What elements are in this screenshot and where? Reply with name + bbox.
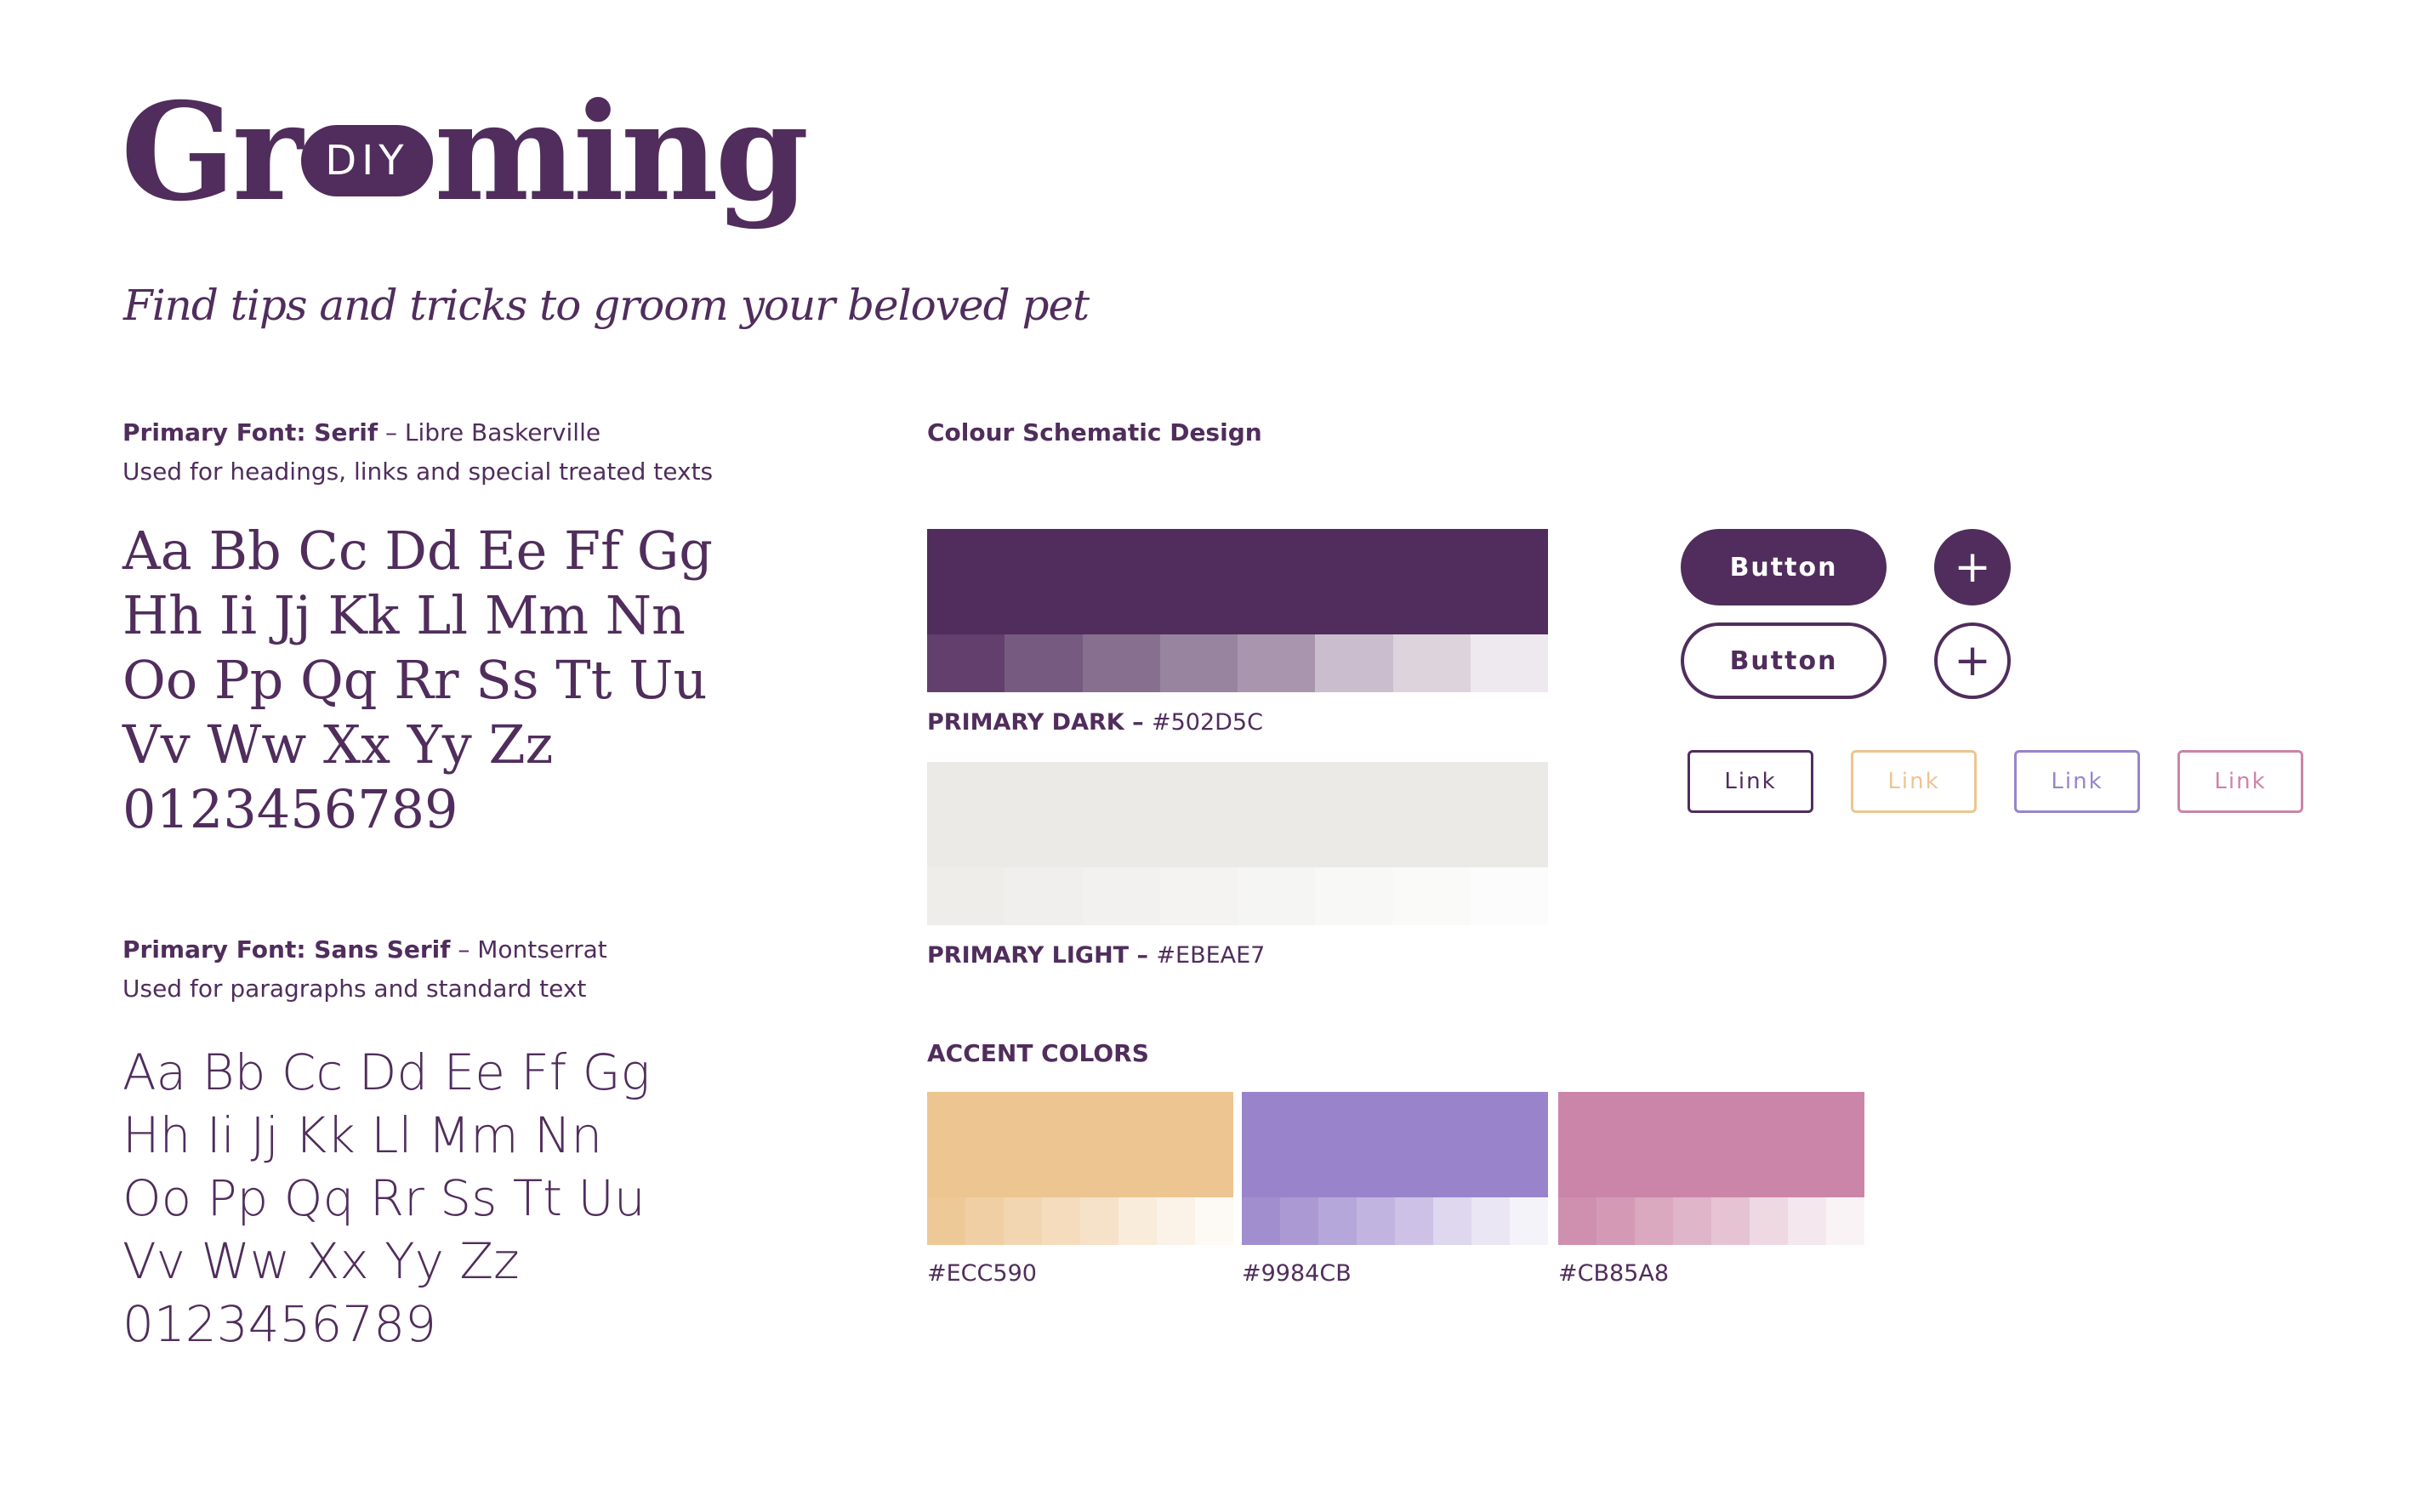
tint-swatch	[927, 867, 1005, 925]
tint-swatch	[1470, 867, 1548, 925]
serif-specimen-line: Vv Ww Xx Yy Zz	[122, 713, 554, 776]
sans-font-title-name: – Montserrat	[450, 935, 607, 963]
tint-swatch	[1280, 1197, 1318, 1245]
tint-swatch	[1510, 1197, 1548, 1245]
primary-light-hex: #EBEAE7	[1156, 942, 1266, 969]
sans-font-title-bold: Primary Font: Sans Serif	[122, 935, 451, 963]
tint-swatch	[1005, 867, 1083, 925]
primary-button[interactable]: Button	[1681, 529, 1887, 605]
tint-swatch	[1470, 634, 1548, 692]
accent-swatch-purple	[1242, 1092, 1548, 1197]
serif-specimen: Aa Bb Cc Dd Ee Ff Gg Hh Ii Jj Kk Ll Mm N…	[122, 519, 713, 842]
link-button-dark[interactable]: Link	[1688, 750, 1813, 813]
sans-specimen-line: Vv Ww Xx Yy Zz	[122, 1232, 520, 1290]
tint-swatch	[1082, 867, 1160, 925]
serif-font-title-bold: Primary Font: Serif	[122, 418, 378, 446]
tint-swatch	[1558, 1197, 1596, 1245]
accent-hex-gold: #ECC590	[927, 1260, 1037, 1287]
primary-light-label: PRIMARY LIGHT – #EBEAE7	[927, 942, 1265, 969]
tint-swatch	[1711, 1197, 1750, 1245]
tint-swatch	[1005, 634, 1083, 692]
serif-font-title-name: – Libre Baskerville	[378, 418, 601, 446]
logo: Gr DIY ming	[121, 74, 809, 231]
add-button-outline[interactable]: +	[1934, 622, 2011, 699]
plus-icon: +	[1954, 542, 1991, 593]
accent-swatch-pink	[1558, 1092, 1864, 1197]
tint-swatch	[1159, 634, 1238, 692]
tint-swatch	[1315, 634, 1393, 692]
tint-swatch	[1159, 867, 1238, 925]
sans-specimen: Aa Bb Cc Dd Ee Ff Gg Hh Ii Jj Kk Ll Mm N…	[122, 1041, 650, 1356]
accent-colors-title: ACCENT COLORS	[927, 1039, 1149, 1067]
tint-swatch	[965, 1197, 1004, 1245]
tint-swatch	[1082, 634, 1160, 692]
primary-dark-tints	[927, 634, 1548, 692]
link-button-gold[interactable]: Link	[1851, 750, 1977, 813]
tint-swatch	[1433, 1197, 1471, 1245]
sans-specimen-line: Hh Ii Jj Kk Ll Mm Nn	[122, 1106, 603, 1164]
primary-light-tints	[927, 867, 1548, 925]
logo-text-end: ming	[434, 74, 810, 231]
accent-tints-pink	[1558, 1197, 1864, 1245]
serif-specimen-line: Aa Bb Cc Dd Ee Ff Gg	[122, 520, 713, 582]
tint-swatch	[1157, 1197, 1195, 1245]
primary-dark-hex: #502D5C	[1151, 709, 1263, 736]
accent-hex-pink: #CB85A8	[1558, 1260, 1670, 1287]
tint-swatch	[1673, 1197, 1711, 1245]
add-button-solid[interactable]: +	[1934, 529, 2011, 605]
tint-swatch	[927, 1197, 965, 1245]
tint-swatch	[1357, 1197, 1395, 1245]
colour-section-title: Colour Schematic Design	[927, 418, 1262, 446]
sans-font-description: Used for paragraphs and standard text	[122, 975, 587, 1003]
sans-specimen-line: Oo Pp Qq Rr Ss Tt Uu	[122, 1169, 646, 1227]
link-button-purple[interactable]: Link	[2014, 750, 2140, 813]
tint-swatch	[1118, 1197, 1157, 1245]
accent-tints-gold	[927, 1197, 1233, 1245]
secondary-button[interactable]: Button	[1681, 622, 1887, 699]
plus-icon: +	[1954, 635, 1991, 686]
serif-font-title: Primary Font: Serif – Libre Baskerville	[122, 418, 600, 446]
tint-swatch	[1195, 1197, 1233, 1245]
tint-swatch	[1392, 634, 1471, 692]
accent-tints-purple	[1242, 1197, 1548, 1245]
link-button-pink[interactable]: Link	[2177, 750, 2303, 813]
tint-swatch	[1318, 1197, 1357, 1245]
tint-swatch	[1750, 1197, 1788, 1245]
logo-diy-pill: DIY	[301, 125, 433, 196]
primary-dark-label: PRIMARY DARK – #502D5C	[927, 709, 1263, 736]
tagline: Find tips and tricks to groom your belov…	[123, 281, 1090, 330]
tint-swatch	[1471, 1197, 1510, 1245]
tint-swatch	[1242, 1197, 1280, 1245]
sans-specimen-line: Aa Bb Cc Dd Ee Ff Gg	[122, 1043, 651, 1101]
tint-swatch	[1238, 634, 1316, 692]
tint-swatch	[1315, 867, 1393, 925]
serif-specimen-line: Hh Ii Jj Kk Ll Mm Nn	[122, 584, 686, 646]
primary-dark-label-name: PRIMARY DARK –	[927, 709, 1152, 736]
sans-specimen-line: 0123456789	[122, 1295, 437, 1353]
tint-swatch	[1392, 867, 1471, 925]
tint-swatch	[1596, 1197, 1635, 1245]
serif-specimen-line: 0123456789	[122, 778, 458, 840]
tint-swatch	[927, 634, 1005, 692]
tint-swatch	[1042, 1197, 1080, 1245]
sans-font-title: Primary Font: Sans Serif – Montserrat	[122, 935, 607, 963]
logo-text-start: Gr	[121, 74, 303, 231]
serif-specimen-line: Oo Pp Qq Rr Ss Tt Uu	[122, 649, 708, 711]
tint-swatch	[1395, 1197, 1433, 1245]
accent-swatch-gold	[927, 1092, 1233, 1197]
tint-swatch	[1080, 1197, 1118, 1245]
tint-swatch	[1635, 1197, 1673, 1245]
tint-swatch	[1826, 1197, 1864, 1245]
serif-font-description: Used for headings, links and special tre…	[122, 458, 714, 486]
primary-light-label-name: PRIMARY LIGHT –	[927, 942, 1157, 969]
tint-swatch	[1788, 1197, 1826, 1245]
primary-dark-swatch	[927, 529, 1548, 634]
primary-light-swatch	[927, 762, 1548, 867]
tint-swatch	[1004, 1197, 1042, 1245]
accent-hex-purple: #9984CB	[1242, 1260, 1352, 1287]
tint-swatch	[1238, 867, 1316, 925]
